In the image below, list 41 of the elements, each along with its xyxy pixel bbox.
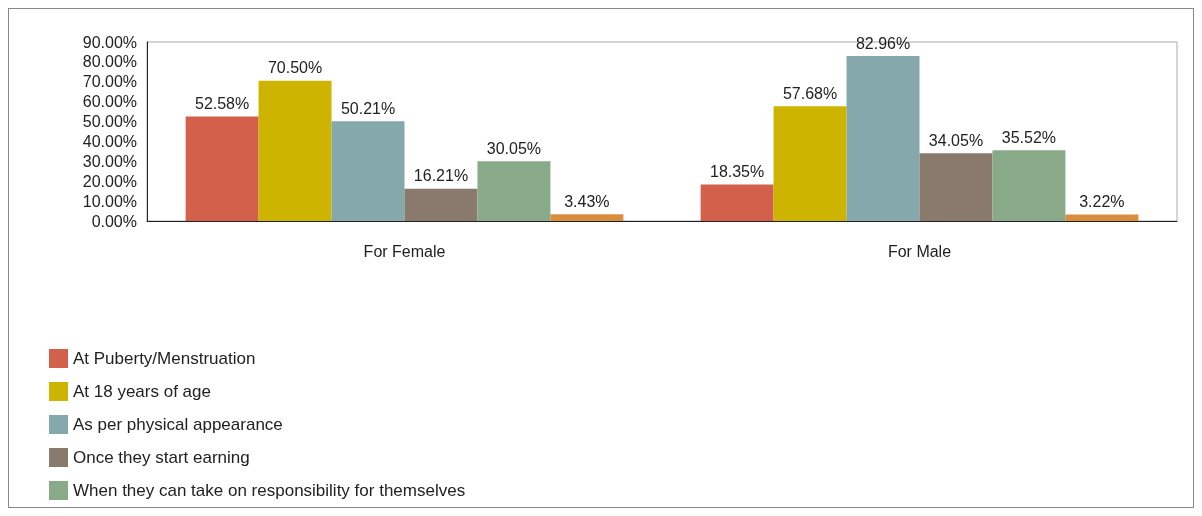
- y-tick-label: 10.00%: [82, 192, 137, 210]
- data-label: 16.21%: [413, 167, 469, 185]
- y-tick-label: 70.00%: [82, 73, 137, 91]
- bar: [477, 161, 551, 221]
- bar: [773, 106, 847, 221]
- y-tick-label: 80.00%: [82, 53, 137, 71]
- legend-label: At 18 years of age: [73, 382, 211, 401]
- bar: [331, 121, 405, 221]
- data-label: 30.05%: [486, 139, 542, 157]
- data-label: 18.35%: [709, 163, 765, 180]
- y-tick-label: 0.00%: [91, 212, 137, 230]
- data-label: 3.43%: [564, 192, 610, 210]
- legend-label: When they can take on responsibility for themselves: [73, 481, 466, 500]
- y-tick-label: 60.00%: [82, 93, 137, 111]
- bar: [992, 150, 1066, 221]
- bar: [846, 56, 920, 221]
- bar: [919, 153, 993, 221]
- y-tick-label: 90.00%: [82, 33, 137, 51]
- y-tick-label: 20.00%: [82, 172, 137, 190]
- legend-label: Once they start earning: [73, 448, 250, 467]
- data-label: 57.68%: [782, 84, 838, 102]
- data-label: 70.50%: [267, 59, 323, 77]
- y-tick-label: 30.00%: [82, 152, 137, 170]
- y-tick-label: 50.00%: [82, 113, 137, 131]
- bar: [550, 214, 624, 221]
- bar: [258, 80, 332, 221]
- x-tick-label: For Female: [363, 242, 446, 260]
- data-label: 35.52%: [1001, 128, 1057, 146]
- legend-label: As per physical appearance: [73, 415, 283, 434]
- bar: [404, 188, 478, 221]
- x-tick-label: For Male: [887, 242, 952, 260]
- data-label: 34.05%: [928, 131, 984, 149]
- bar: [1065, 214, 1139, 221]
- data-label: 50.21%: [340, 99, 396, 117]
- data-label: 52.58%: [194, 94, 250, 112]
- data-label: 3.22%: [1079, 193, 1125, 211]
- data-label: 82.96%: [855, 34, 911, 52]
- legend-label: At Puberty/Menstruation: [73, 349, 256, 368]
- bar: [700, 184, 774, 221]
- y-tick-label: 40.00%: [82, 132, 137, 150]
- bar: [185, 116, 259, 221]
